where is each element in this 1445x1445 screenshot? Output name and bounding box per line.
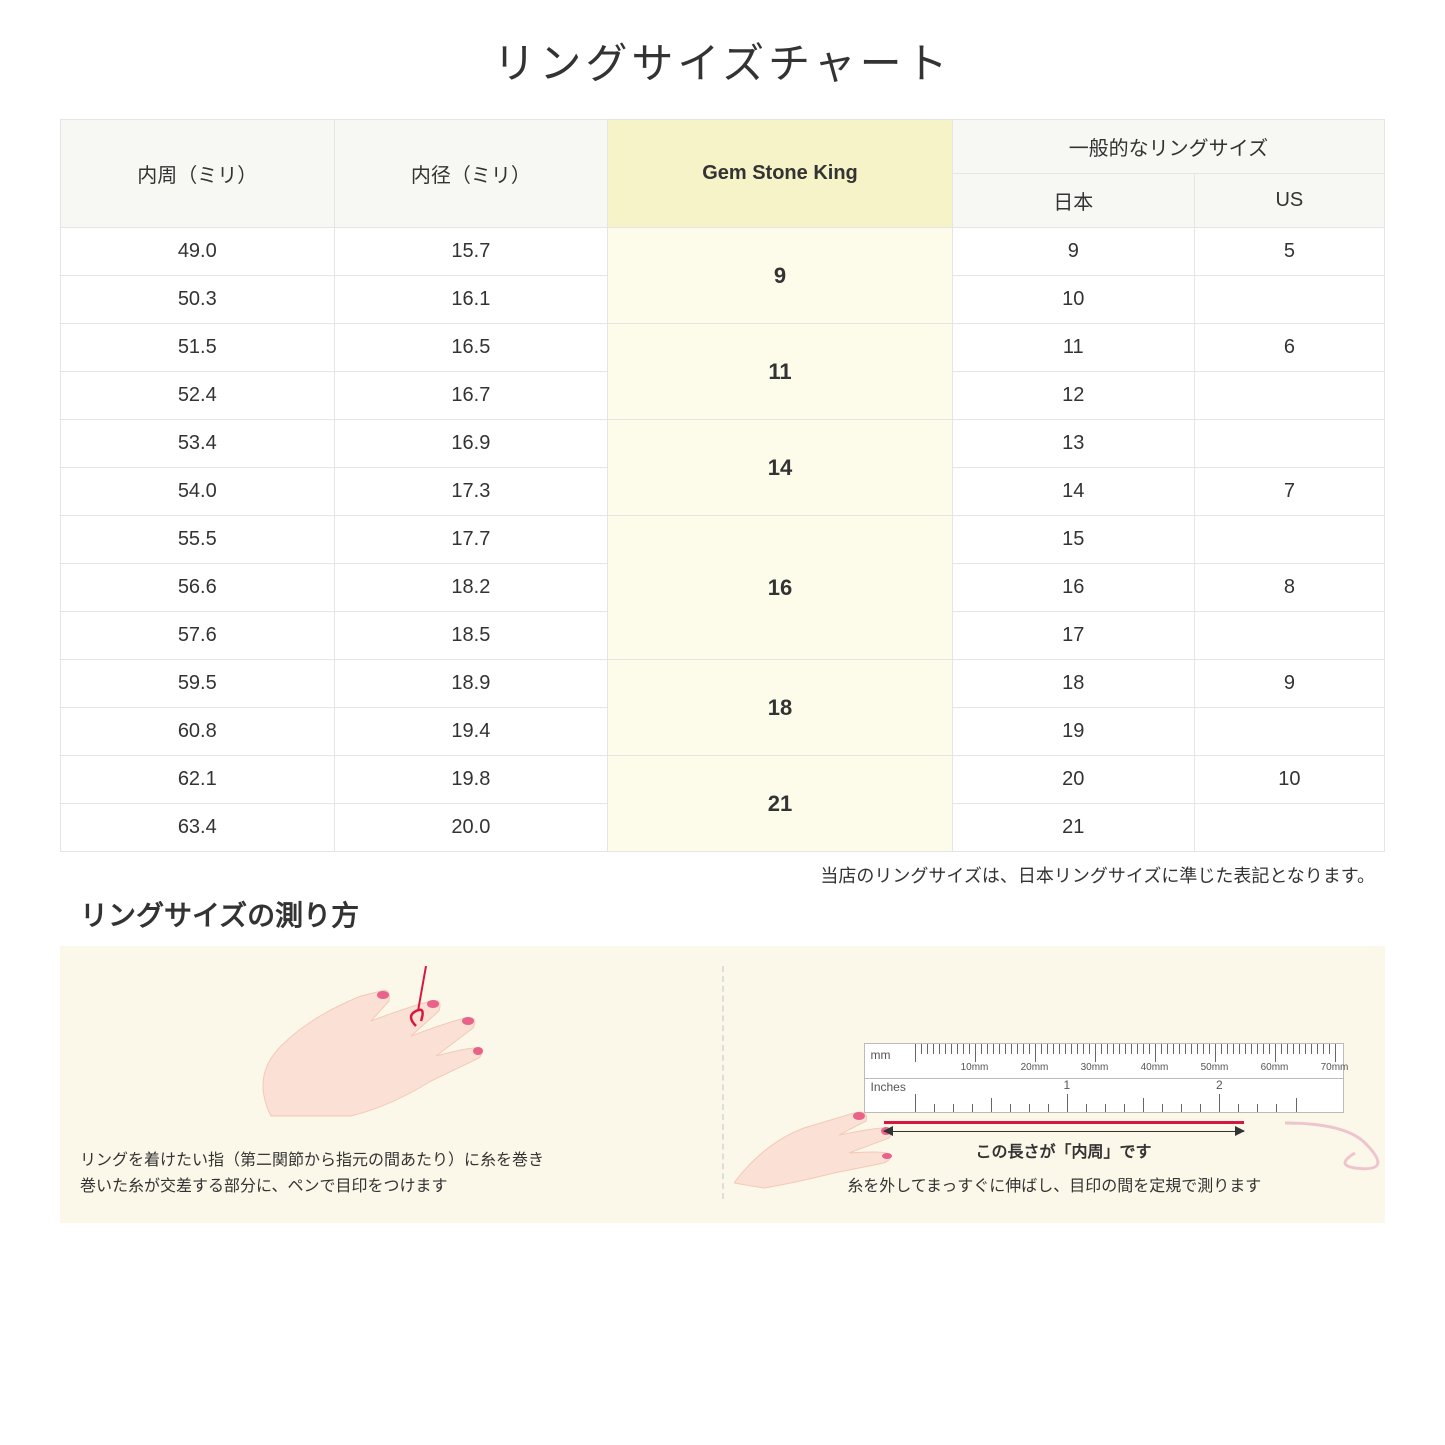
cell-us: 8 <box>1194 564 1384 612</box>
thread-line <box>884 1121 1244 1124</box>
col-gsk: Gem Stone King <box>608 120 953 228</box>
cell-dia: 16.7 <box>334 372 608 420</box>
cell-circ: 62.1 <box>61 756 335 804</box>
cell-us: 10 <box>1194 756 1384 804</box>
cell-circ: 52.4 <box>61 372 335 420</box>
cell-us: 9 <box>1194 660 1384 708</box>
cell-circ: 59.5 <box>61 660 335 708</box>
divider <box>722 966 724 1199</box>
how-to-title: リングサイズの測り方 <box>80 894 1385 934</box>
cell-dia: 19.4 <box>334 708 608 756</box>
ruler: mm Inches 10mm20mm30mm40mm50mm60mm70mm12 <box>864 1043 1344 1113</box>
instruction-step-1: リングを着けたい指（第二関節から指元の間あたり）に糸を巻き巻いた糸が交差する部分… <box>80 966 702 1199</box>
cell-gsk: 16 <box>608 516 953 660</box>
thread-curl <box>1285 1103 1405 1183</box>
instruction-text-1: リングを着けたい指（第二関節から指元の間あたり）に糸を巻き巻いた糸が交差する部分… <box>80 1148 702 1199</box>
cell-circ: 60.8 <box>61 708 335 756</box>
col-jp: 日本 <box>952 174 1194 228</box>
cell-us <box>1194 708 1384 756</box>
cell-jp: 21 <box>952 804 1194 852</box>
cell-us: 5 <box>1194 228 1384 276</box>
cell-circ: 54.0 <box>61 468 335 516</box>
cell-gsk: 14 <box>608 420 953 516</box>
cell-us: 6 <box>1194 324 1384 372</box>
cell-jp: 17 <box>952 612 1194 660</box>
page-title: リングサイズチャート <box>60 30 1385 91</box>
cell-jp: 15 <box>952 516 1194 564</box>
cell-gsk: 9 <box>608 228 953 324</box>
instructions-panel: リングを着けたい指（第二関節から指元の間あたり）に糸を巻き巻いた糸が交差する部分… <box>60 946 1385 1223</box>
cell-dia: 19.8 <box>334 756 608 804</box>
cell-gsk: 18 <box>608 660 953 756</box>
cell-jp: 14 <box>952 468 1194 516</box>
cell-jp: 9 <box>952 228 1194 276</box>
cell-circ: 57.6 <box>61 612 335 660</box>
cell-us: 7 <box>1194 468 1384 516</box>
cell-gsk: 11 <box>608 324 953 420</box>
cell-jp: 11 <box>952 324 1194 372</box>
col-common: 一般的なリングサイズ <box>952 120 1384 174</box>
cell-dia: 16.1 <box>334 276 608 324</box>
col-inner-dia: 内径（ミリ） <box>334 120 608 228</box>
cell-circ: 49.0 <box>61 228 335 276</box>
cell-jp: 13 <box>952 420 1194 468</box>
cell-us <box>1194 420 1384 468</box>
table-row: 55.517.71615 <box>61 516 1385 564</box>
cell-jp: 12 <box>952 372 1194 420</box>
ring-size-table: 内周（ミリ） 内径（ミリ） Gem Stone King 一般的なリングサイズ … <box>60 119 1385 852</box>
cell-dia: 18.2 <box>334 564 608 612</box>
cell-dia: 15.7 <box>334 228 608 276</box>
cell-dia: 17.7 <box>334 516 608 564</box>
cell-dia: 16.5 <box>334 324 608 372</box>
instruction-step-2: mm Inches 10mm20mm30mm40mm50mm60mm70mm12… <box>744 966 1366 1199</box>
col-us: US <box>1194 174 1384 228</box>
cell-gsk: 21 <box>608 756 953 852</box>
ruler-inches-label: Inches <box>871 1080 906 1094</box>
table-row: 59.518.918189 <box>61 660 1385 708</box>
cell-dia: 18.9 <box>334 660 608 708</box>
cell-circ: 51.5 <box>61 324 335 372</box>
cell-jp: 10 <box>952 276 1194 324</box>
cell-circ: 50.3 <box>61 276 335 324</box>
hand-wrap-illustration <box>211 966 571 1136</box>
ruler-mm-label: mm <box>871 1048 891 1062</box>
table-row: 51.516.511116 <box>61 324 1385 372</box>
table-row: 53.416.91413 <box>61 420 1385 468</box>
cell-us <box>1194 612 1384 660</box>
cell-circ: 63.4 <box>61 804 335 852</box>
cell-us <box>1194 372 1384 420</box>
cell-dia: 20.0 <box>334 804 608 852</box>
cell-jp: 18 <box>952 660 1194 708</box>
table-row: 62.119.8212010 <box>61 756 1385 804</box>
cell-dia: 17.3 <box>334 468 608 516</box>
cell-jp: 20 <box>952 756 1194 804</box>
cell-jp: 19 <box>952 708 1194 756</box>
ruler-illustration: mm Inches 10mm20mm30mm40mm50mm60mm70mm12 <box>744 1043 1366 1113</box>
measurement-arrow: この長さが「内周」です <box>884 1131 1244 1162</box>
cell-us <box>1194 804 1384 852</box>
cell-us <box>1194 516 1384 564</box>
cell-circ: 53.4 <box>61 420 335 468</box>
cell-jp: 16 <box>952 564 1194 612</box>
arrow-label: この長さが「内周」です <box>884 1138 1244 1162</box>
cell-dia: 18.5 <box>334 612 608 660</box>
table-row: 49.015.7995 <box>61 228 1385 276</box>
cell-circ: 55.5 <box>61 516 335 564</box>
footnote: 当店のリングサイズは、日本リングサイズに準じた表記となります。 <box>60 862 1385 888</box>
cell-dia: 16.9 <box>334 420 608 468</box>
col-inner-circ: 内周（ミリ） <box>61 120 335 228</box>
cell-circ: 56.6 <box>61 564 335 612</box>
cell-us <box>1194 276 1384 324</box>
